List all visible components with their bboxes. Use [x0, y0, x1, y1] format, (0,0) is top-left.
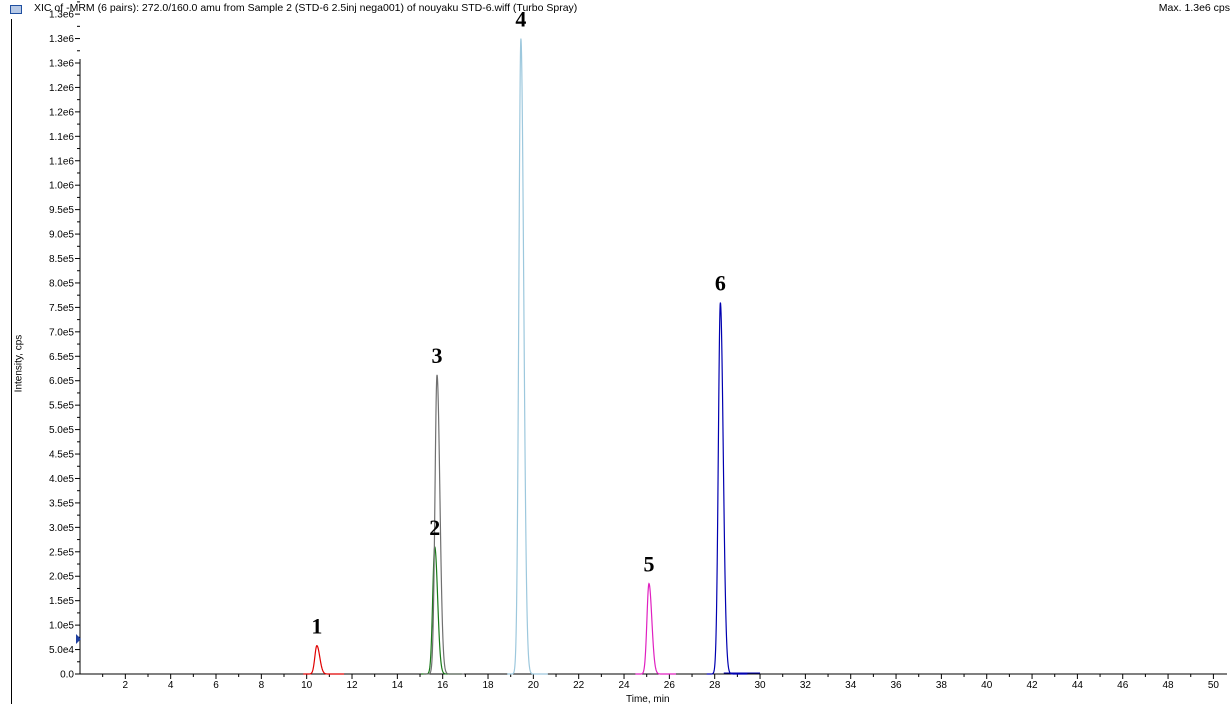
y-tick-label: 2.5e5: [49, 547, 74, 558]
x-tick-label: 48: [1163, 680, 1175, 691]
peak-label-1: 1: [311, 614, 322, 639]
peak-label-4: 4: [515, 7, 526, 32]
x-tick-label: 50: [1208, 680, 1220, 691]
trace-legend-swatch: [10, 5, 22, 14]
x-tick-label: 14: [392, 680, 404, 691]
max-intensity-label: Max. 1.3e6 cps: [1158, 2, 1230, 14]
plot-axes: 2 4 6 8 10 12 14 16 18 20 22 24 26 28 30 32 34 36 38 40 42 44…: [49, 1, 1227, 691]
x-tick-label: 6: [213, 680, 219, 691]
y-tick-label: 7.5e5: [49, 303, 74, 314]
y-tick-label: 4.5e5: [49, 450, 74, 461]
y-tick-label: 8.0e5: [49, 278, 74, 289]
x-tick-label: 20: [528, 680, 540, 691]
peak-label-5: 5: [643, 552, 654, 577]
y-tick-label: 4.0e5: [49, 474, 74, 485]
x-tick-label: 18: [482, 680, 494, 691]
y-tick-label: 1.3e6: [49, 34, 74, 45]
chart-header: XIC of -MRM (6 pairs): 272.0/160.0 amu f…: [0, 0, 1231, 20]
peak-trace-6: [706, 302, 748, 675]
x-tick-label: 26: [664, 680, 676, 691]
y-tick-label: 1.1e6: [49, 132, 74, 143]
y-tick-label: 7.0e5: [49, 327, 74, 338]
y-tick-label: 5.5e5: [49, 401, 74, 412]
chart-title: XIC of -MRM (6 pairs): 272.0/160.0 amu f…: [34, 2, 578, 14]
peak-label-6: 6: [715, 271, 726, 296]
y-tick-label: 3.5e5: [49, 498, 74, 509]
x-tick-label: 10: [301, 680, 313, 691]
y-tick-label: 1.5e5: [49, 596, 74, 607]
x-tick-label: 42: [1026, 680, 1038, 691]
y-tick-label: 0.0: [60, 670, 74, 681]
y-tick-label: 5.0e4: [49, 645, 74, 656]
y-tick-label: 8.5e5: [49, 254, 74, 265]
chromatogram-traces: [303, 38, 761, 675]
x-tick-label: 16: [437, 680, 449, 691]
y-tick-label: 1.2e6: [49, 83, 74, 94]
x-tick-label: 46: [1117, 680, 1129, 691]
peak-trace-1: [303, 644, 345, 675]
x-tick-label: 40: [981, 680, 993, 691]
peak-labels: 1 2 3 4 5 6: [311, 7, 725, 639]
pane-left-border: [11, 19, 12, 704]
y-tick-label: 3.0e5: [49, 523, 74, 534]
y-tick-label: 1.2e6: [49, 107, 74, 118]
x-tick-label: 36: [890, 680, 902, 691]
peak-label-2: 2: [429, 515, 440, 540]
y-tick-label: 2.0e5: [49, 572, 74, 583]
y-tick-label: 6.5e5: [49, 352, 74, 363]
x-tick-label: 28: [709, 680, 721, 691]
y-tick-label: 1.1e6: [49, 156, 74, 167]
x-tick-label: 34: [845, 680, 857, 691]
x-axis-label: Time, min: [626, 694, 670, 705]
x-tick-label: 8: [259, 680, 265, 691]
x-tick-label: 4: [168, 680, 174, 691]
x-tick-label: 38: [936, 680, 948, 691]
x-tick-label: 22: [573, 680, 585, 691]
y-tick-label: 1.0e6: [49, 181, 74, 192]
peak-trace-5: [635, 582, 676, 675]
x-tick-label: 2: [123, 680, 129, 691]
peak-label-3: 3: [432, 343, 443, 368]
x-tick-label: 30: [754, 680, 766, 691]
y-tick-label: 1.3e6: [49, 58, 74, 69]
y-tick-label: 1.0e5: [49, 621, 74, 632]
y-tick-label: 9.0e5: [49, 230, 74, 241]
axis-marker-icon: [76, 634, 81, 644]
peak-trace-3: [423, 374, 464, 675]
x-tick-label: 44: [1072, 680, 1084, 691]
x-tick-label: 32: [800, 680, 812, 691]
y-tick-label: 5.0e5: [49, 425, 74, 436]
x-tick-label: 12: [346, 680, 358, 691]
y-tick-label: 1.3e6: [49, 10, 74, 21]
y-tick-label: 9.5e5: [49, 205, 74, 216]
peak-trace-4: [507, 38, 548, 675]
x-tick-label: 24: [618, 680, 630, 691]
y-tick-label: 6.0e5: [49, 376, 74, 387]
